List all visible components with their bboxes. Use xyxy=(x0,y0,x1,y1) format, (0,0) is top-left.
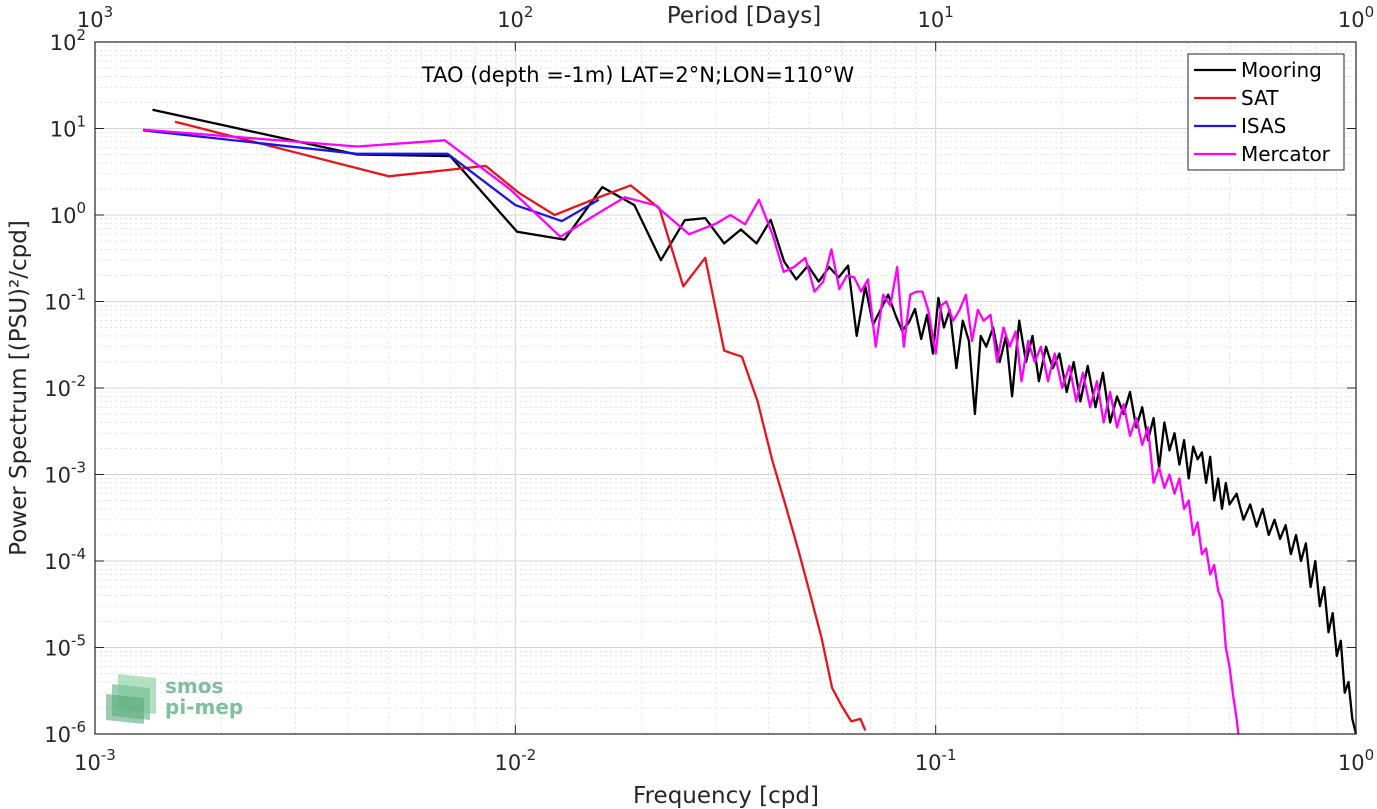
logo-text-pi-mep: pi-mep xyxy=(165,695,243,719)
x-tick-label: 10-3 xyxy=(74,746,116,775)
top-tick-label: 100 xyxy=(1338,3,1374,32)
x-tick-label: 10-1 xyxy=(915,746,957,775)
legend-label-mercator: Mercator xyxy=(1241,142,1331,166)
y-tick-label: 10-3 xyxy=(44,459,86,488)
chart-title: TAO (depth =-1m) LAT=2°N;LON=110°W xyxy=(421,63,855,87)
y-axis-title: Power Spectrum [(PSU)²/cpd] xyxy=(6,220,32,556)
legend-label-mooring: Mooring xyxy=(1241,58,1322,82)
top-tick-label: 102 xyxy=(497,3,533,32)
y-tick-label: 101 xyxy=(50,113,86,142)
legend-label-sat: SAT xyxy=(1241,86,1279,110)
y-tick-label: 10-4 xyxy=(44,545,86,574)
top-x-axis-title: Period [Days] xyxy=(667,3,821,29)
y-tick-label: 10-6 xyxy=(44,718,86,747)
top-tick-label: 101 xyxy=(918,3,954,32)
series-line-mercator xyxy=(142,128,1240,735)
legend: Mooring SAT ISAS Mercator xyxy=(1187,53,1345,171)
y-tick-label: 102 xyxy=(50,26,86,55)
y-tick-label: 100 xyxy=(50,199,86,228)
smos-pi-mep-logo: smos pi-mep xyxy=(106,674,243,724)
x-axis-title: Frequency [cpd] xyxy=(633,783,819,809)
top-tick-label: 103 xyxy=(77,3,113,32)
series-line-mooring xyxy=(152,108,1358,735)
x-tick-label: 10-2 xyxy=(494,746,536,775)
y-tick-label: 10-5 xyxy=(44,632,86,661)
x-tick-label: 100 xyxy=(1338,746,1374,775)
y-tick-label: 10-2 xyxy=(44,372,86,401)
series-line-isas xyxy=(142,129,600,223)
logo-mark xyxy=(106,674,156,724)
series-line-sat xyxy=(174,120,867,731)
series-lines xyxy=(142,108,1358,735)
logo-text-smos: smos xyxy=(165,674,223,698)
legend-box xyxy=(1187,53,1345,171)
y-tick-label: 10-1 xyxy=(44,286,86,315)
legend-label-isas: ISAS xyxy=(1241,114,1286,138)
